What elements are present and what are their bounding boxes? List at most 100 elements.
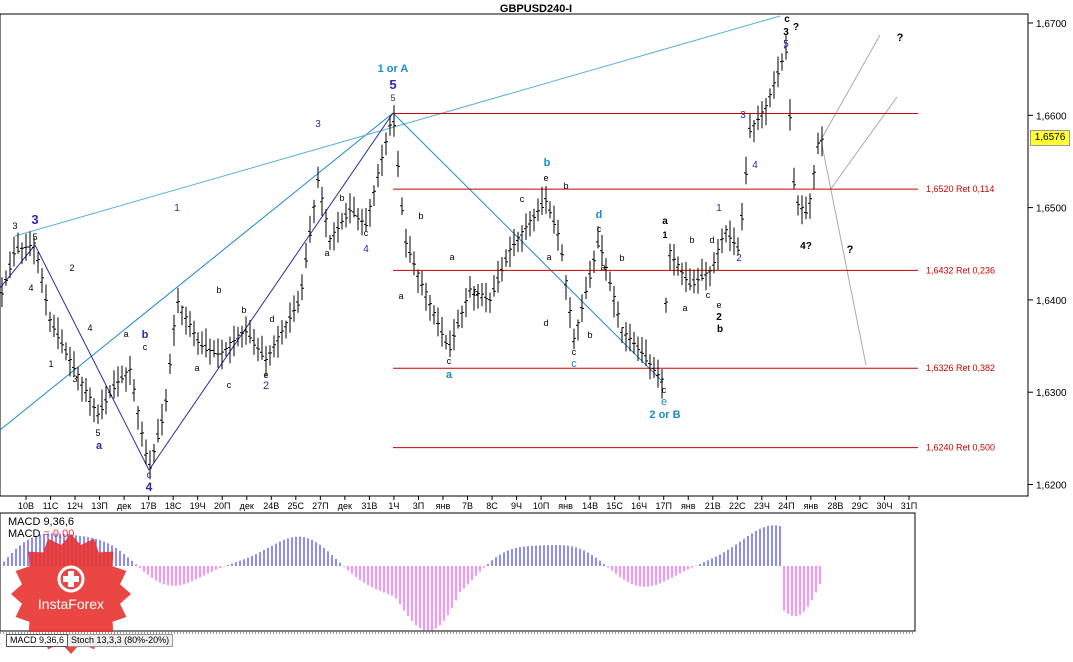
wave-label: b [587, 330, 592, 340]
time-tick-label: 3П [413, 501, 424, 511]
wave-label: 1 or A [378, 63, 409, 75]
wave-label: 4 [752, 160, 758, 171]
wave-label: a [398, 291, 403, 301]
price-tick-label: 1,6500 [1036, 204, 1067, 215]
wave-label: 4 [146, 480, 153, 494]
time-tick-label: дек [338, 501, 352, 511]
wave-label: a [449, 252, 454, 262]
price-tick-label: 1,6400 [1036, 296, 1067, 307]
wave-label: c [597, 224, 602, 234]
time-tick-label: 31П [901, 501, 917, 511]
wave-label: d [596, 209, 603, 221]
time-tick-label: 12Ч [67, 501, 83, 511]
time-tick-label: дек [117, 501, 131, 511]
wave-label: c [143, 342, 148, 352]
wave-label: 3 [783, 27, 789, 38]
wave-label: 1 [716, 203, 722, 214]
wave-label: b [339, 193, 344, 203]
trend-line [14, 15, 781, 237]
instaforex-emblem-icon [57, 565, 85, 593]
wave-label: d [269, 314, 274, 324]
wave-label: c [520, 194, 525, 204]
time-tick-label: 22С [729, 501, 746, 511]
wave-label: ? [793, 22, 799, 33]
time-tick-label: 29С [852, 501, 869, 511]
instaforex-logo: InstaForex [10, 533, 132, 655]
tab-macd[interactable]: MACD 9,36,6 [6, 634, 69, 647]
wave-label: b [563, 181, 568, 191]
wave-label: ? [897, 32, 904, 44]
macd-header: MACD 9,36,6 [8, 516, 75, 528]
time-tick-label: 16Ч [631, 501, 647, 511]
time-tick-label: 31В [361, 501, 377, 511]
wave-label: 5 [389, 77, 396, 92]
fib-level-label: 1,6520 Ret 0,114 [926, 184, 994, 194]
wave-label: a [662, 216, 668, 227]
wave-label: a [446, 369, 453, 381]
wave-label: 4 [28, 283, 33, 293]
wave-label: 2 [736, 253, 742, 264]
trend-line [0, 112, 394, 431]
time-tick-label: 7В [462, 501, 473, 511]
macd-frame [0, 512, 916, 632]
time-tick-label: 27П [312, 501, 328, 511]
wave-label: c [662, 385, 667, 395]
trend-line [34, 244, 150, 471]
time-tick-label: 8С [486, 501, 498, 511]
time-tick-label: 20П [214, 501, 230, 511]
trend-line [829, 96, 898, 191]
time-tick-label: 1Ч [388, 501, 399, 511]
time-tick-label: 23Ч [754, 501, 770, 511]
wave-label: 1 [48, 359, 53, 369]
wave-label: c [572, 347, 577, 357]
instaforex-badge-icon [11, 534, 131, 654]
wave-label: e [543, 173, 548, 183]
wave-label: c [227, 380, 232, 390]
wave-label: a [600, 262, 605, 272]
time-tick-label: янв [681, 501, 696, 511]
wave-label: 4 [87, 323, 92, 333]
time-tick-label: янв [558, 501, 573, 511]
wave-label: 3 [315, 119, 321, 130]
macd-value-line: MACD = 0,00 [8, 528, 74, 540]
wave-label: b [142, 329, 149, 341]
wave-label: 2 or B [649, 409, 680, 421]
wave-label: e [716, 300, 721, 310]
wave-label: 1 [662, 230, 667, 240]
macd-label: MACD [8, 528, 41, 540]
wave-label: ? [847, 244, 854, 256]
fib-level-label: 1,6326 Ret 0,382 [926, 363, 995, 373]
wave-label: b [619, 253, 624, 263]
trend-line [821, 144, 867, 366]
bottom-scroll-strip[interactable] [0, 632, 915, 634]
wave-label: a [682, 303, 687, 313]
time-tick-label: 30Ч [876, 501, 892, 511]
price-tick-label: 1,6600 [1036, 111, 1067, 122]
wave-label: b [544, 157, 551, 169]
time-tick-label: янв [436, 501, 451, 511]
time-tick-label: 14В [582, 501, 598, 511]
time-tick-label: 25С [288, 501, 305, 511]
time-tick-label: 17В [141, 501, 157, 511]
wave-label: a [324, 248, 329, 258]
wave-label: b [216, 285, 221, 295]
time-tick-label: 24П [778, 501, 794, 511]
wave-label: 2 [69, 263, 74, 273]
wave-label: a [194, 363, 199, 373]
wave-label: c [706, 290, 711, 300]
wave-label: 5 [390, 93, 395, 103]
wave-label: 1 [174, 203, 180, 214]
time-tick-label: 19Ч [190, 501, 206, 511]
wave-label: 5 [95, 428, 100, 438]
time-tick-label: 24В [263, 501, 279, 511]
wave-label: 2 [263, 380, 269, 392]
fib-level-label: 1,6240 Ret 0,500 [926, 443, 995, 453]
tab-stoch[interactable]: Stoch 13,3,3 (80%-20%) [68, 634, 174, 647]
current-price-badge: 1,6576 [1030, 130, 1070, 146]
wave-label: b [717, 324, 723, 335]
wave-label: a [96, 440, 103, 452]
wave-label: 3 [12, 221, 17, 231]
wave-label: 4 [363, 244, 369, 255]
